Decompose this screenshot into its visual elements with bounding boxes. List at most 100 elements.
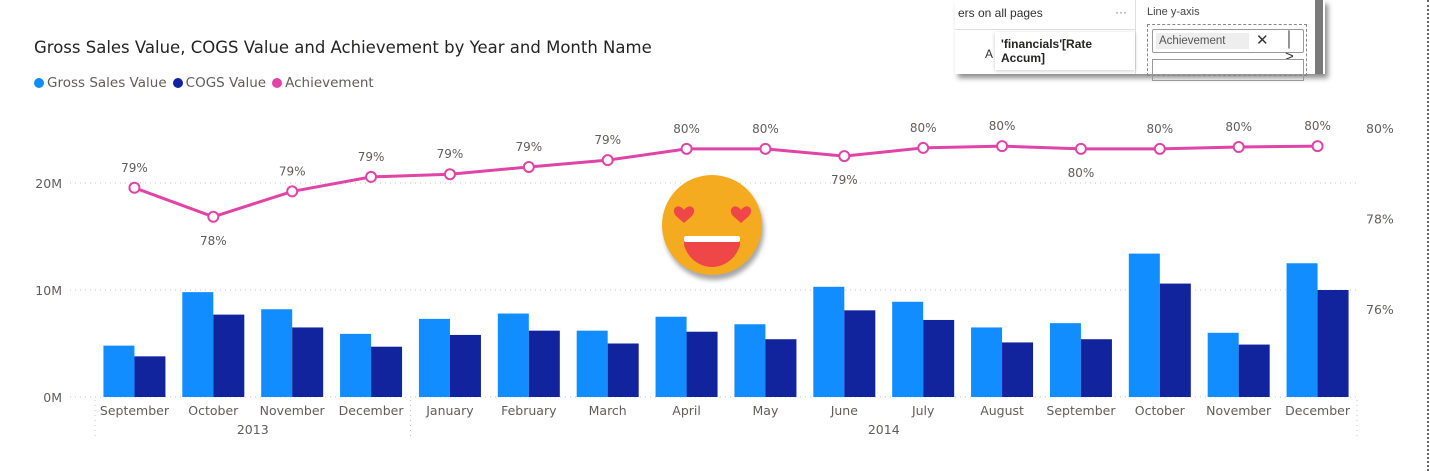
line-point [207, 210, 220, 223]
line-point [996, 140, 1009, 153]
heart-eyes-emoji-icon [662, 175, 762, 275]
data-label: 80% [1304, 119, 1331, 133]
bar-gross-sales-value [103, 345, 135, 397]
line-y-axis-well[interactable]: Achievement ✕ │ > [1147, 24, 1307, 81]
line-y-axis-label: Line y-axis [1147, 6, 1200, 18]
legend-label: Gross Sales Value [47, 75, 167, 91]
bar-cogs-value [765, 339, 797, 397]
bar-gross-sales-value [813, 286, 845, 397]
pane-scrollbar[interactable] [1315, 0, 1323, 74]
line-point [838, 150, 851, 163]
x-tick-month: October [1135, 403, 1186, 418]
data-label: 79% [279, 164, 306, 178]
bar-cogs-value [923, 319, 955, 397]
remove-field-icon[interactable]: ✕ [1256, 32, 1269, 49]
expand-chevron-icon[interactable]: │ > [1285, 31, 1295, 65]
line-achievement [133, 144, 1318, 219]
empty-field-slot[interactable] [1152, 59, 1304, 81]
data-label: 79% [831, 173, 858, 187]
legend-item-cogs[interactable]: COGS Value [172, 75, 267, 91]
bar-cogs-value [1002, 342, 1034, 397]
y-right-tick: 78% [1366, 212, 1394, 227]
legend-dot [34, 78, 44, 88]
bar-cogs-value [528, 330, 560, 397]
y-right-tick: 80% [1366, 121, 1394, 136]
bar-cogs-value [134, 356, 166, 397]
bar-gross-sales-value [1049, 323, 1081, 397]
line-point [680, 142, 693, 155]
bar-gross-sales-value [1128, 253, 1160, 397]
legend-label: Achievement [285, 75, 374, 91]
bar-cogs-value [292, 327, 324, 397]
x-tick-month: September [1046, 403, 1116, 418]
line-point [1232, 141, 1245, 154]
legend: Gross Sales Value COGS Value Achievement [34, 75, 374, 91]
y-right-tick: 76% [1366, 302, 1394, 317]
partial-item: A [985, 47, 994, 61]
x-tick-month: March [589, 403, 627, 418]
bar-gross-sales-value [340, 333, 372, 397]
bar-gross-sales-value [261, 309, 293, 397]
data-label: 80% [1146, 122, 1173, 136]
field-name: Achievement [1156, 33, 1249, 49]
legend-label: COGS Value [185, 75, 267, 91]
x-tick-month: September [100, 403, 170, 418]
data-label: 78% [200, 234, 227, 248]
data-label: 80% [989, 119, 1016, 133]
data-label: 79% [594, 133, 621, 147]
x-tick-month: June [830, 403, 859, 418]
legend-item-achievement[interactable]: Achievement [272, 75, 374, 91]
divider [955, 29, 1135, 30]
bar-gross-sales-value [576, 330, 608, 397]
bar-gross-sales-value [418, 318, 450, 397]
line-point [443, 168, 456, 181]
line-point [917, 141, 930, 154]
bar-cogs-value [371, 346, 403, 397]
x-tick-month: December [1285, 403, 1351, 418]
bar-gross-sales-value [1286, 263, 1318, 397]
more-options-button[interactable]: ··· [1115, 5, 1127, 19]
field-pane-overlay: ers on all pages ··· A 'financials'[Rate… [955, 0, 1325, 81]
x-tick-month: July [911, 403, 935, 418]
bar-gross-sales-value [497, 313, 529, 397]
x-tick-month: April [672, 403, 701, 418]
line-point [128, 181, 141, 194]
x-tick-month: November [1206, 403, 1272, 418]
bar-gross-sales-value [182, 292, 214, 397]
data-label: 80% [752, 122, 779, 136]
line-point [601, 154, 614, 167]
bar-cogs-value [1238, 344, 1270, 397]
x-tick-month: May [753, 403, 779, 418]
legend-item-gross-sales[interactable]: Gross Sales Value [34, 75, 167, 91]
data-label: 80% [673, 122, 700, 136]
line-point [522, 160, 535, 173]
x-tick-month: February [501, 403, 557, 418]
x-tick-month: October [188, 403, 239, 418]
data-label: 79% [515, 140, 542, 154]
line-point [1311, 140, 1324, 153]
bar-cogs-value [449, 334, 481, 397]
line-point [759, 142, 772, 155]
field-tooltip: 'financials'[Rate Accum] [995, 32, 1135, 70]
line-point [365, 170, 378, 183]
bar-cogs-value [607, 343, 639, 397]
bar-cogs-value [686, 331, 718, 397]
filters-pane: ers on all pages ··· A 'financials'[Rate… [955, 0, 1136, 74]
visual-build-pane: Line y-axis Achievement ✕ │ > [1141, 0, 1311, 81]
visual-border [1427, 0, 1429, 471]
y-left-tick: 20M [35, 176, 62, 191]
x-tick-year: 2013 [237, 422, 269, 437]
x-tick-year: 2014 [868, 422, 900, 437]
bar-cogs-value [1159, 283, 1191, 397]
field-pill-achievement[interactable]: Achievement ✕ │ > [1152, 29, 1304, 65]
chart-title: Gross Sales Value, COGS Value and Achiev… [34, 38, 652, 57]
bar-gross-sales-value [734, 324, 766, 397]
data-label: 79% [437, 147, 464, 161]
bar-cogs-value [844, 310, 876, 397]
data-label: 80% [910, 121, 937, 135]
bar-gross-sales-value [1207, 332, 1239, 397]
bar-gross-sales-value [971, 327, 1003, 397]
filters-on-all-pages-label: ers on all pages [958, 6, 1043, 20]
legend-dot [172, 78, 183, 88]
